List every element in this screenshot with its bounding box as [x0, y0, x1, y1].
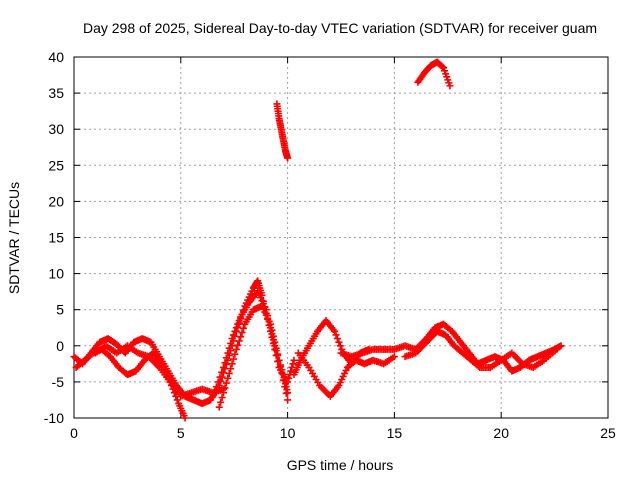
data-point [271, 338, 279, 346]
data-point [282, 389, 290, 397]
data-point [231, 327, 239, 335]
data-point [215, 403, 223, 411]
axis-ticks: 0 5 10 15 20 25 -10 -5 0 5 10 15 20 25 30 35 40 [44, 49, 616, 441]
x-tick-label: 5 [177, 425, 185, 441]
y-tick-label: 25 [48, 157, 64, 173]
series-track-h [294, 349, 398, 400]
data-point [278, 369, 286, 377]
data-point [237, 333, 245, 341]
data-point [224, 349, 232, 357]
data-point [235, 317, 243, 325]
data-points [70, 58, 565, 422]
y-tick-label: 0 [56, 338, 64, 354]
data-point [231, 350, 239, 358]
data-point [211, 388, 219, 396]
data-point [234, 341, 242, 349]
y-tick-label: 30 [48, 121, 64, 137]
data-point [217, 398, 225, 406]
data-point [228, 360, 236, 368]
data-point [225, 369, 233, 377]
data-point [173, 396, 181, 404]
data-point [390, 353, 398, 361]
y-tick-label: 20 [48, 193, 64, 209]
data-point [335, 338, 343, 346]
x-tick-label: 15 [387, 425, 403, 441]
y-tick-label: 10 [48, 266, 64, 282]
data-point [287, 367, 295, 375]
series-track-f [273, 100, 292, 162]
data-point [553, 345, 561, 353]
y-tick-label: -10 [44, 410, 64, 426]
data-point [218, 394, 226, 402]
data-point [274, 357, 282, 365]
data-point [227, 339, 235, 347]
data-point [284, 154, 292, 162]
chart-title: Day 298 of 2025, Sidereal Day-to-day VTE… [83, 20, 597, 36]
data-point [446, 82, 454, 90]
data-point [557, 342, 565, 350]
x-tick-label: 25 [600, 425, 616, 441]
x-tick-label: 0 [70, 425, 78, 441]
data-point [284, 396, 292, 404]
data-point [290, 356, 298, 364]
data-point [225, 344, 233, 352]
data-point [279, 376, 287, 384]
series-track-j [401, 327, 561, 371]
data-point [281, 383, 289, 391]
data-point [332, 331, 340, 339]
data-point [221, 384, 229, 392]
data-point [269, 332, 277, 340]
data-point [232, 324, 240, 332]
y-tick-label: 15 [48, 230, 64, 246]
data-point [181, 414, 189, 422]
data-point [234, 320, 242, 328]
data-point [227, 365, 235, 373]
data-point [274, 350, 282, 358]
y-axis-label: SDTVAR / TECUs [6, 182, 22, 294]
data-point [214, 378, 222, 386]
data-point [238, 329, 246, 337]
data-point [336, 342, 344, 350]
data-point [267, 320, 275, 328]
data-point [275, 356, 283, 364]
data-point [220, 363, 228, 371]
y-tick-label: 5 [56, 302, 64, 318]
data-point [239, 324, 247, 332]
data-point [209, 392, 217, 400]
x-tick-label: 10 [280, 425, 296, 441]
data-point [235, 337, 243, 345]
y-tick-label: 35 [48, 85, 64, 101]
data-point [228, 335, 236, 343]
series-track-e [215, 302, 292, 411]
data-point [224, 374, 232, 382]
data-point [438, 63, 446, 71]
data-point [222, 354, 230, 362]
y-tick-label: 40 [48, 49, 64, 65]
data-point [222, 379, 230, 387]
data-point [221, 359, 229, 367]
data-point [212, 383, 220, 391]
data-point [218, 368, 226, 376]
data-point [474, 362, 482, 370]
series-track-c [91, 342, 228, 400]
data-point [268, 326, 276, 334]
x-axis-label: GPS time / hours [287, 457, 394, 473]
data-point [331, 327, 339, 335]
series-track-k [414, 58, 454, 90]
data-point [333, 335, 341, 343]
data-point [232, 345, 240, 353]
data-point [276, 363, 284, 371]
data-point [229, 355, 237, 363]
data-point [289, 360, 297, 368]
data-point [229, 331, 237, 339]
y-tick-label: -5 [52, 374, 65, 390]
data-point [220, 389, 228, 397]
x-tick-label: 20 [493, 425, 509, 441]
data-point [272, 344, 280, 352]
data-point [216, 373, 224, 381]
